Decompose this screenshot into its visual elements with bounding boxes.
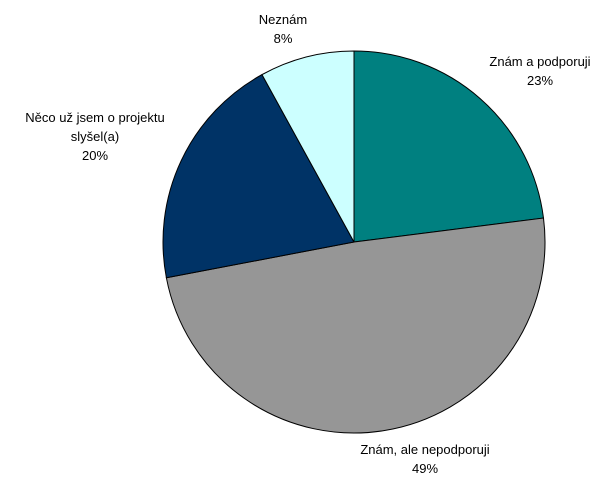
pie-slice xyxy=(165,217,546,434)
slice-name: Znám, ale nepodporuji xyxy=(360,442,490,457)
pie-slice xyxy=(162,73,355,279)
slice-label: Neznám 8% xyxy=(233,10,333,48)
slice-label: Něco už jsem o projektu slyšel(a) 20% xyxy=(3,108,188,165)
slice-value: 8% xyxy=(273,31,293,46)
slice-value: 23% xyxy=(526,73,554,88)
slice-label: Znám, ale nepodporuji 49% xyxy=(325,440,525,478)
slice-value: 20% xyxy=(81,148,109,163)
slice-name: Něco už jsem o projektu slyšel(a) xyxy=(25,110,165,144)
slice-name: Znám a podporuji xyxy=(489,54,591,69)
slice-label: Znám a podporuji 23% xyxy=(450,52,608,90)
slice-name: Neznám xyxy=(258,12,308,27)
pie-slice xyxy=(261,50,355,243)
pie-slice xyxy=(353,50,545,243)
slice-value: 49% xyxy=(411,461,439,476)
